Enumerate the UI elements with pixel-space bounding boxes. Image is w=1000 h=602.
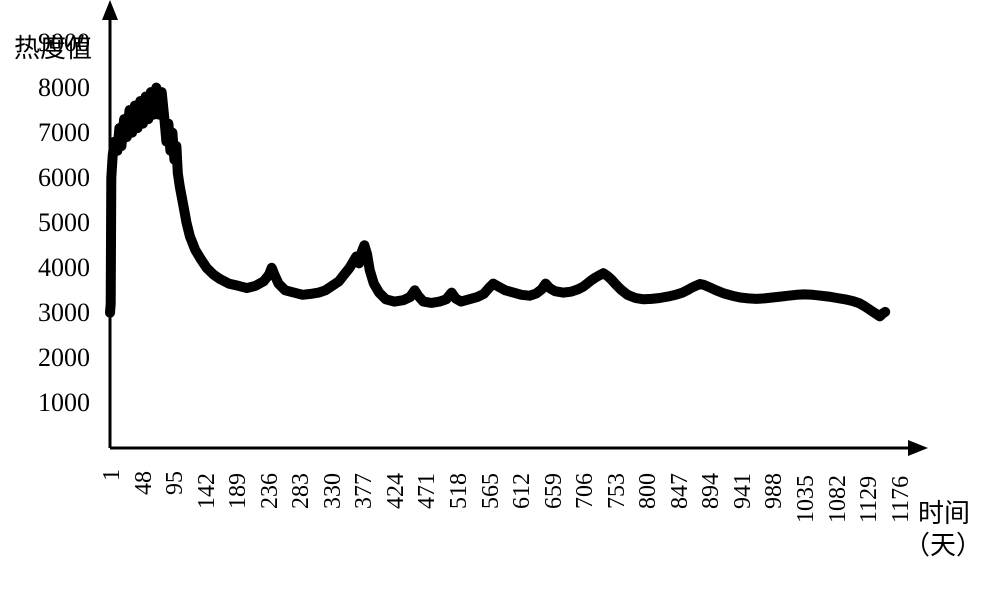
heat-value-time-chart: 热度值 100020003000400050006000700080009000…: [0, 0, 1000, 602]
x-tick-label: 1: [99, 469, 126, 481]
x-tick-label: 48: [131, 471, 158, 495]
x-tick-label: 283: [288, 473, 315, 509]
x-tick-label: 236: [257, 473, 284, 509]
x-tick-label: 894: [698, 473, 725, 509]
x-tick-label: 800: [635, 473, 662, 509]
x-tick-label: 142: [194, 473, 221, 509]
x-tick-label: 95: [162, 471, 189, 495]
x-tick-label: 1082: [825, 475, 852, 523]
x-tick-label: 1129: [856, 476, 883, 523]
x-tick-label: 941: [730, 473, 757, 509]
x-tick-label: 377: [351, 473, 378, 509]
x-tick-label: 847: [667, 473, 694, 509]
x-tick-label: 471: [414, 473, 441, 509]
x-tick-label: 1176: [888, 476, 915, 523]
x-tick-label: 330: [320, 473, 347, 509]
x-tick-label: 612: [509, 473, 536, 509]
x-axis-title-line2: （天）: [904, 525, 982, 562]
x-tick-label: 189: [225, 473, 252, 509]
x-tick-label: 659: [541, 473, 568, 509]
x-tick-label: 1035: [793, 475, 820, 523]
x-tick-label: 424: [383, 473, 410, 509]
x-tick-label: 518: [446, 473, 473, 509]
x-tick-label: 565: [478, 473, 505, 509]
x-tick-label: 706: [572, 473, 599, 509]
x-tick-label: 753: [604, 473, 631, 509]
x-tick-label: 988: [761, 473, 788, 509]
